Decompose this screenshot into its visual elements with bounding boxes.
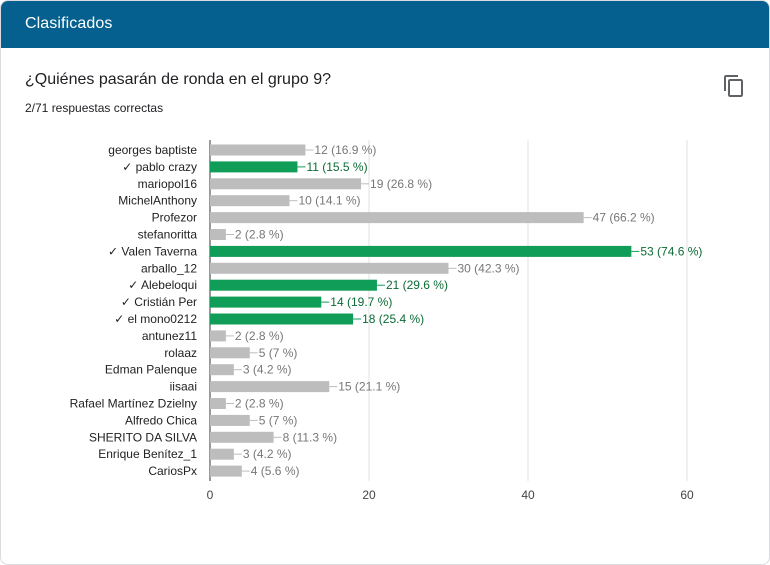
category-label: ✓ Valen Taverna (108, 244, 197, 258)
bar[interactable] (210, 381, 330, 393)
bar[interactable] (210, 178, 362, 190)
category-label: Enrique Benítez_1 (98, 447, 197, 461)
bar[interactable] (210, 262, 449, 274)
category-label: stefanoritta (138, 228, 198, 242)
section-header: Clasificados (1, 1, 769, 48)
value-label: 12 (16.9 %) (314, 143, 376, 157)
value-label: 19 (26.8 %) (370, 177, 432, 191)
category-label: ✓ Cristián Per (121, 295, 197, 309)
category-label: georges baptiste (108, 143, 197, 157)
value-label: 14 (19.7 %) (330, 295, 392, 309)
category-label: mariopol16 (138, 177, 198, 191)
category-label: CariosPx (148, 464, 197, 478)
value-label: 11 (15.5 %) (306, 160, 367, 174)
x-tick-label: 60 (680, 488, 694, 502)
value-label: 53 (74.6 %) (640, 244, 702, 258)
category-label: ✓ pablo crazy (122, 160, 197, 174)
x-tick-label: 20 (362, 488, 376, 502)
category-label: iisaai (170, 380, 197, 394)
bar[interactable] (210, 364, 234, 376)
bar[interactable] (210, 144, 306, 156)
bar[interactable] (210, 465, 242, 477)
bar[interactable] (210, 431, 274, 443)
correct-responses-count: 2/71 respuestas correctas (25, 101, 164, 115)
bar[interactable] (210, 296, 322, 308)
value-label: 10 (14.1 %) (299, 194, 361, 208)
value-label: 2 (2.8 %) (235, 329, 284, 343)
copy-icon (724, 75, 743, 97)
bar[interactable] (210, 414, 250, 426)
category-label: SHERITO DA SILVA (89, 430, 197, 444)
bar[interactable] (210, 448, 234, 460)
value-label: 47 (66.2 %) (593, 211, 655, 225)
category-label: Rafael Martínez Dzielny (70, 397, 197, 411)
category-label: Edman Palenque (105, 363, 197, 377)
value-label: 5 (7 %) (259, 413, 298, 427)
bar[interactable] (210, 279, 377, 291)
bar[interactable] (210, 161, 298, 173)
bar[interactable] (210, 195, 290, 207)
value-label: 8 (11.3 %) (283, 430, 337, 444)
category-label: ✓ Alebeloqui (128, 278, 197, 292)
value-label: 2 (2.8 %) (235, 397, 284, 411)
bar[interactable] (210, 398, 226, 409)
bar[interactable] (210, 313, 354, 325)
copy-chart-button[interactable] (717, 69, 751, 103)
category-label: rolaaz (164, 346, 197, 360)
category-label: Profezor (152, 211, 197, 225)
value-label: 3 (4.2 %) (243, 363, 292, 377)
bar[interactable] (210, 229, 226, 240)
value-label: 2 (2.8 %) (235, 228, 284, 242)
bar[interactable] (210, 212, 584, 224)
category-label: arballo_12 (141, 261, 197, 275)
category-label: antunez11 (142, 329, 197, 343)
value-label: 4 (5.6 %) (251, 464, 300, 478)
value-label: 5 (7 %) (259, 346, 298, 360)
section-title: Clasificados (25, 15, 113, 32)
value-label: 15 (21.1 %) (338, 380, 400, 394)
value-label: 18 (25.4 %) (362, 312, 424, 326)
category-label: MichelAnthony (118, 194, 197, 208)
category-label: Alfredo Chica (125, 413, 197, 427)
bar[interactable] (210, 245, 632, 257)
bar[interactable] (210, 347, 250, 359)
category-label: ✓ el mono0212 (114, 312, 197, 326)
value-label: 21 (29.6 %) (386, 278, 448, 292)
value-label: 3 (4.2 %) (243, 447, 292, 461)
bar[interactable] (210, 330, 226, 342)
value-label: 30 (42.3 %) (458, 261, 520, 275)
question-title: ¿Quiénes pasarán de ronda en el grupo 9? (25, 71, 331, 88)
x-tick-label: 40 (521, 488, 535, 502)
x-tick-label: 0 (207, 488, 214, 502)
